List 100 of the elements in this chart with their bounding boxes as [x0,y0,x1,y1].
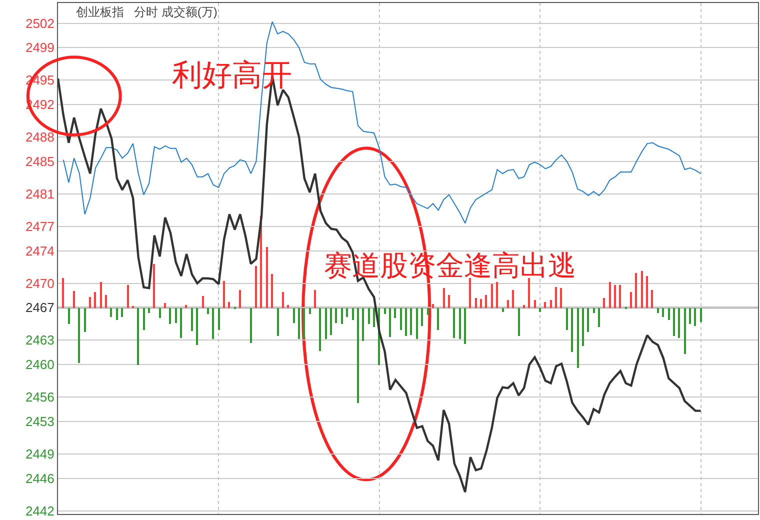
bar [373,308,375,327]
bar [202,296,204,308]
bar [694,308,696,326]
bar [89,297,91,308]
bar [678,308,680,338]
y-tick-label: 2460 [25,357,54,372]
bar [598,308,600,327]
bar [389,308,391,337]
bar [212,308,214,339]
bar [352,308,354,320]
bar [271,274,273,308]
bar [207,308,209,314]
line-series [62,21,702,224]
bar [218,308,220,330]
bar [437,308,439,330]
y-tick-label: 2449 [25,446,54,462]
bar [346,308,348,317]
bar [319,308,321,351]
bar [250,308,252,343]
bar [282,292,284,308]
bar [518,308,520,336]
bar [544,302,546,308]
bar [646,276,648,308]
bar [180,308,182,338]
bar [427,308,429,315]
bar [641,271,643,308]
bar [469,278,471,308]
bar [512,290,514,308]
y-tick-label: 2453 [25,414,54,429]
bar [405,308,407,336]
bar [298,308,300,339]
bar [255,266,257,308]
bar [137,308,139,365]
bar [496,282,498,308]
bar [443,288,445,308]
bar [587,308,589,332]
bar [169,308,171,324]
bar [700,308,702,322]
y-tick-label: 2456 [25,390,54,405]
bar [110,308,112,317]
bar [78,308,80,363]
bar [400,308,402,330]
y-tick-label: 2467 [25,300,54,316]
bar [277,308,279,336]
bar [148,308,150,313]
y-tick-label: 2470 [25,276,54,291]
bar [475,298,477,308]
bar [164,303,166,308]
bar [485,295,487,308]
bar [582,308,584,346]
bar [453,308,455,338]
bar [550,300,552,308]
bar [432,304,434,308]
bar [159,308,161,318]
bar [94,292,96,308]
bar [566,308,568,330]
bar [293,308,295,323]
bar [464,308,466,344]
bar [335,308,337,323]
bar [560,288,562,308]
y-tick-label: 2474 [25,243,54,258]
bar [635,273,637,308]
bar [668,308,670,320]
bar [421,308,423,326]
bar [228,302,230,308]
bar [502,308,504,312]
y-tick-label: 2485 [25,154,54,169]
bar [684,308,686,354]
bar [662,308,664,317]
bar [528,278,530,308]
y-tick-label: 2502 [25,16,54,31]
bar [555,287,557,308]
y-tick-label: 2463 [25,332,54,348]
bar [523,305,525,308]
bar [191,308,193,331]
bar [303,308,305,339]
y-tick-label: 2442 [25,503,54,518]
bar [534,300,536,308]
bar [507,300,509,308]
bar [73,291,75,308]
bar [239,290,241,308]
bar [614,285,616,308]
bar [480,299,482,308]
bar [571,308,573,352]
bar [357,308,359,403]
chart-title: 创业板指 分时 成交额(万) [76,5,218,20]
bar [100,282,102,308]
y-tick-label: 2446 [25,470,54,486]
bar [68,308,70,324]
bar [410,308,412,335]
bar [619,285,621,308]
bar [105,295,107,308]
bar [341,308,343,324]
bar [577,308,579,368]
bar [416,308,418,339]
bar [394,308,396,318]
bar [309,308,311,314]
bar [330,308,332,335]
bar [630,292,632,308]
bar [223,281,225,308]
